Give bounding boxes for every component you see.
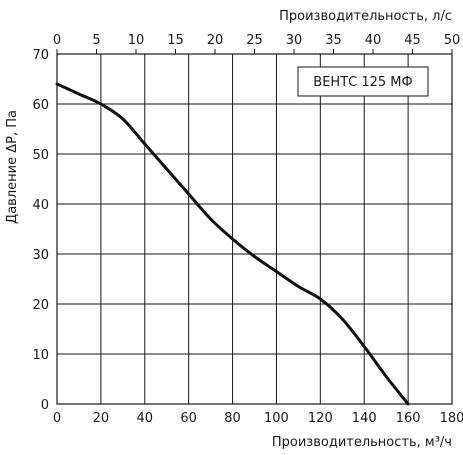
x-tick-label: 60 xyxy=(180,411,197,426)
y-tick-label: 40 xyxy=(32,198,49,213)
axis-ticks: 0 20 40 60 80 100 120 140 160 180 0 10 20 30 40 50 60 70 0… xyxy=(32,33,463,426)
y-tick-label: 50 xyxy=(32,148,49,163)
x-tick-label: 180 xyxy=(440,411,463,426)
x-tick-label: 20 xyxy=(93,411,110,426)
legend: ВЕНТС 125 МФ xyxy=(297,66,429,97)
x2-tick-label: 40 xyxy=(365,33,382,48)
y-tick-label: 20 xyxy=(32,298,49,313)
x2-tick-label: 25 xyxy=(246,33,263,48)
x2-tick-label: 30 xyxy=(286,33,303,48)
x-tick-label: 160 xyxy=(396,411,421,426)
y-tick-label: 0 xyxy=(41,398,49,413)
x-tick-label: 0 xyxy=(53,411,61,426)
x-tick-label: 40 xyxy=(137,411,154,426)
x-tick-label: 120 xyxy=(308,411,333,426)
plot-frame xyxy=(56,53,453,405)
y-tick-label: 60 xyxy=(32,98,49,113)
legend-series-label: ВЕНТС 125 МФ xyxy=(313,75,412,90)
legend-box xyxy=(297,66,429,97)
y-tick-label: 70 xyxy=(32,48,49,63)
x2-tick-label: 5 xyxy=(92,33,100,48)
x2-tick-label: 20 xyxy=(207,33,224,48)
y-tick-label: 10 xyxy=(32,348,49,363)
x2-tick-label: 45 xyxy=(404,33,421,48)
series-layer xyxy=(55,82,410,406)
series-line-vents-125-mf xyxy=(55,82,410,406)
y-axis-title: Давление ΔP, Па xyxy=(5,110,20,224)
x2-tick-label: 0 xyxy=(53,33,61,48)
x2-tick-label: 10 xyxy=(128,33,145,48)
x2-tick-label: 35 xyxy=(325,33,342,48)
x-tick-label: 100 xyxy=(264,411,289,426)
x2-tick-label: 50 xyxy=(444,33,461,48)
grid-lines xyxy=(56,53,453,405)
y-tick-label: 30 xyxy=(32,248,49,263)
x2-tick-label: 15 xyxy=(167,33,184,48)
x-tick-label: 140 xyxy=(352,411,377,426)
x-tick-label: 80 xyxy=(224,411,241,426)
secondary-x-axis-title: Производительность, л/с xyxy=(279,9,452,24)
x-axis-title: Производительность, м³/ч xyxy=(272,435,452,450)
